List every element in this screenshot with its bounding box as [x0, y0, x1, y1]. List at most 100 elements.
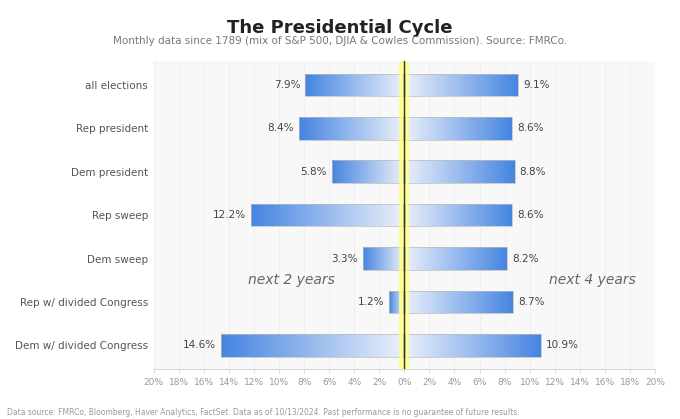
Bar: [410, 160, 411, 183]
Bar: [479, 334, 480, 357]
Bar: [435, 247, 436, 270]
Text: 8.4%: 8.4%: [267, 123, 294, 133]
Bar: [347, 204, 348, 226]
Bar: [345, 204, 346, 226]
Bar: [345, 117, 346, 140]
Bar: [407, 160, 408, 183]
Bar: [252, 204, 254, 226]
Bar: [408, 74, 409, 96]
Bar: [433, 117, 434, 140]
Bar: [408, 291, 409, 313]
Bar: [468, 291, 469, 313]
Bar: [338, 204, 339, 226]
Bar: [430, 117, 431, 140]
Bar: [410, 204, 411, 226]
Bar: [499, 334, 500, 357]
Bar: [449, 160, 450, 183]
Bar: [428, 247, 429, 270]
Bar: [476, 334, 477, 357]
Bar: [379, 204, 380, 226]
Bar: [422, 160, 423, 183]
Bar: [455, 204, 456, 226]
Bar: [476, 74, 477, 96]
Bar: [326, 204, 327, 226]
Bar: [364, 117, 365, 140]
Bar: [484, 291, 485, 313]
Bar: [501, 160, 502, 183]
Bar: [465, 160, 466, 183]
Bar: [465, 117, 466, 140]
Bar: [496, 74, 497, 96]
Text: 1.2%: 1.2%: [358, 297, 384, 307]
Bar: [308, 117, 309, 140]
Bar: [412, 204, 413, 226]
Bar: [478, 291, 479, 313]
Bar: [375, 117, 376, 140]
Bar: [468, 117, 469, 140]
Bar: [469, 74, 470, 96]
Bar: [464, 160, 465, 183]
Bar: [378, 204, 379, 226]
Bar: [406, 74, 407, 96]
Bar: [486, 204, 487, 226]
Bar: [461, 334, 462, 357]
Bar: [406, 117, 407, 140]
Bar: [307, 204, 309, 226]
Bar: [335, 334, 336, 357]
Bar: [448, 74, 449, 96]
Bar: [495, 204, 496, 226]
Bar: [454, 247, 455, 270]
Bar: [496, 160, 497, 183]
Bar: [462, 334, 464, 357]
Bar: [505, 160, 506, 183]
Bar: [297, 204, 299, 226]
Bar: [413, 291, 414, 313]
Bar: [461, 291, 462, 313]
Bar: [457, 247, 458, 270]
Bar: [443, 204, 444, 226]
Bar: [509, 117, 510, 140]
Bar: [436, 117, 437, 140]
Bar: [498, 117, 499, 140]
Bar: [451, 204, 452, 226]
Bar: [478, 247, 479, 270]
Bar: [374, 204, 375, 226]
Bar: [442, 334, 443, 357]
Bar: [410, 247, 411, 270]
Bar: [502, 117, 503, 140]
Bar: [390, 291, 405, 313]
Bar: [389, 204, 390, 226]
Bar: [482, 291, 483, 313]
Bar: [449, 334, 450, 357]
Bar: [488, 74, 489, 96]
Bar: [275, 334, 276, 357]
Bar: [405, 291, 513, 313]
Bar: [446, 204, 447, 226]
Bar: [496, 291, 497, 313]
Bar: [318, 334, 319, 357]
Bar: [334, 334, 335, 357]
Bar: [428, 117, 429, 140]
Bar: [405, 160, 515, 183]
Bar: [503, 160, 504, 183]
Bar: [447, 160, 448, 183]
Bar: [425, 334, 426, 357]
Bar: [496, 247, 497, 270]
Bar: [421, 160, 422, 183]
Bar: [512, 334, 513, 357]
Bar: [485, 204, 486, 226]
Bar: [421, 247, 422, 270]
Bar: [432, 291, 433, 313]
Bar: [479, 291, 480, 313]
Bar: [475, 74, 476, 96]
Bar: [440, 334, 441, 357]
Bar: [439, 334, 440, 357]
Bar: [311, 117, 312, 140]
Bar: [458, 204, 459, 226]
Bar: [367, 117, 368, 140]
Bar: [384, 204, 385, 226]
Bar: [436, 334, 437, 357]
Bar: [451, 334, 452, 357]
Bar: [402, 334, 403, 357]
Bar: [444, 117, 445, 140]
